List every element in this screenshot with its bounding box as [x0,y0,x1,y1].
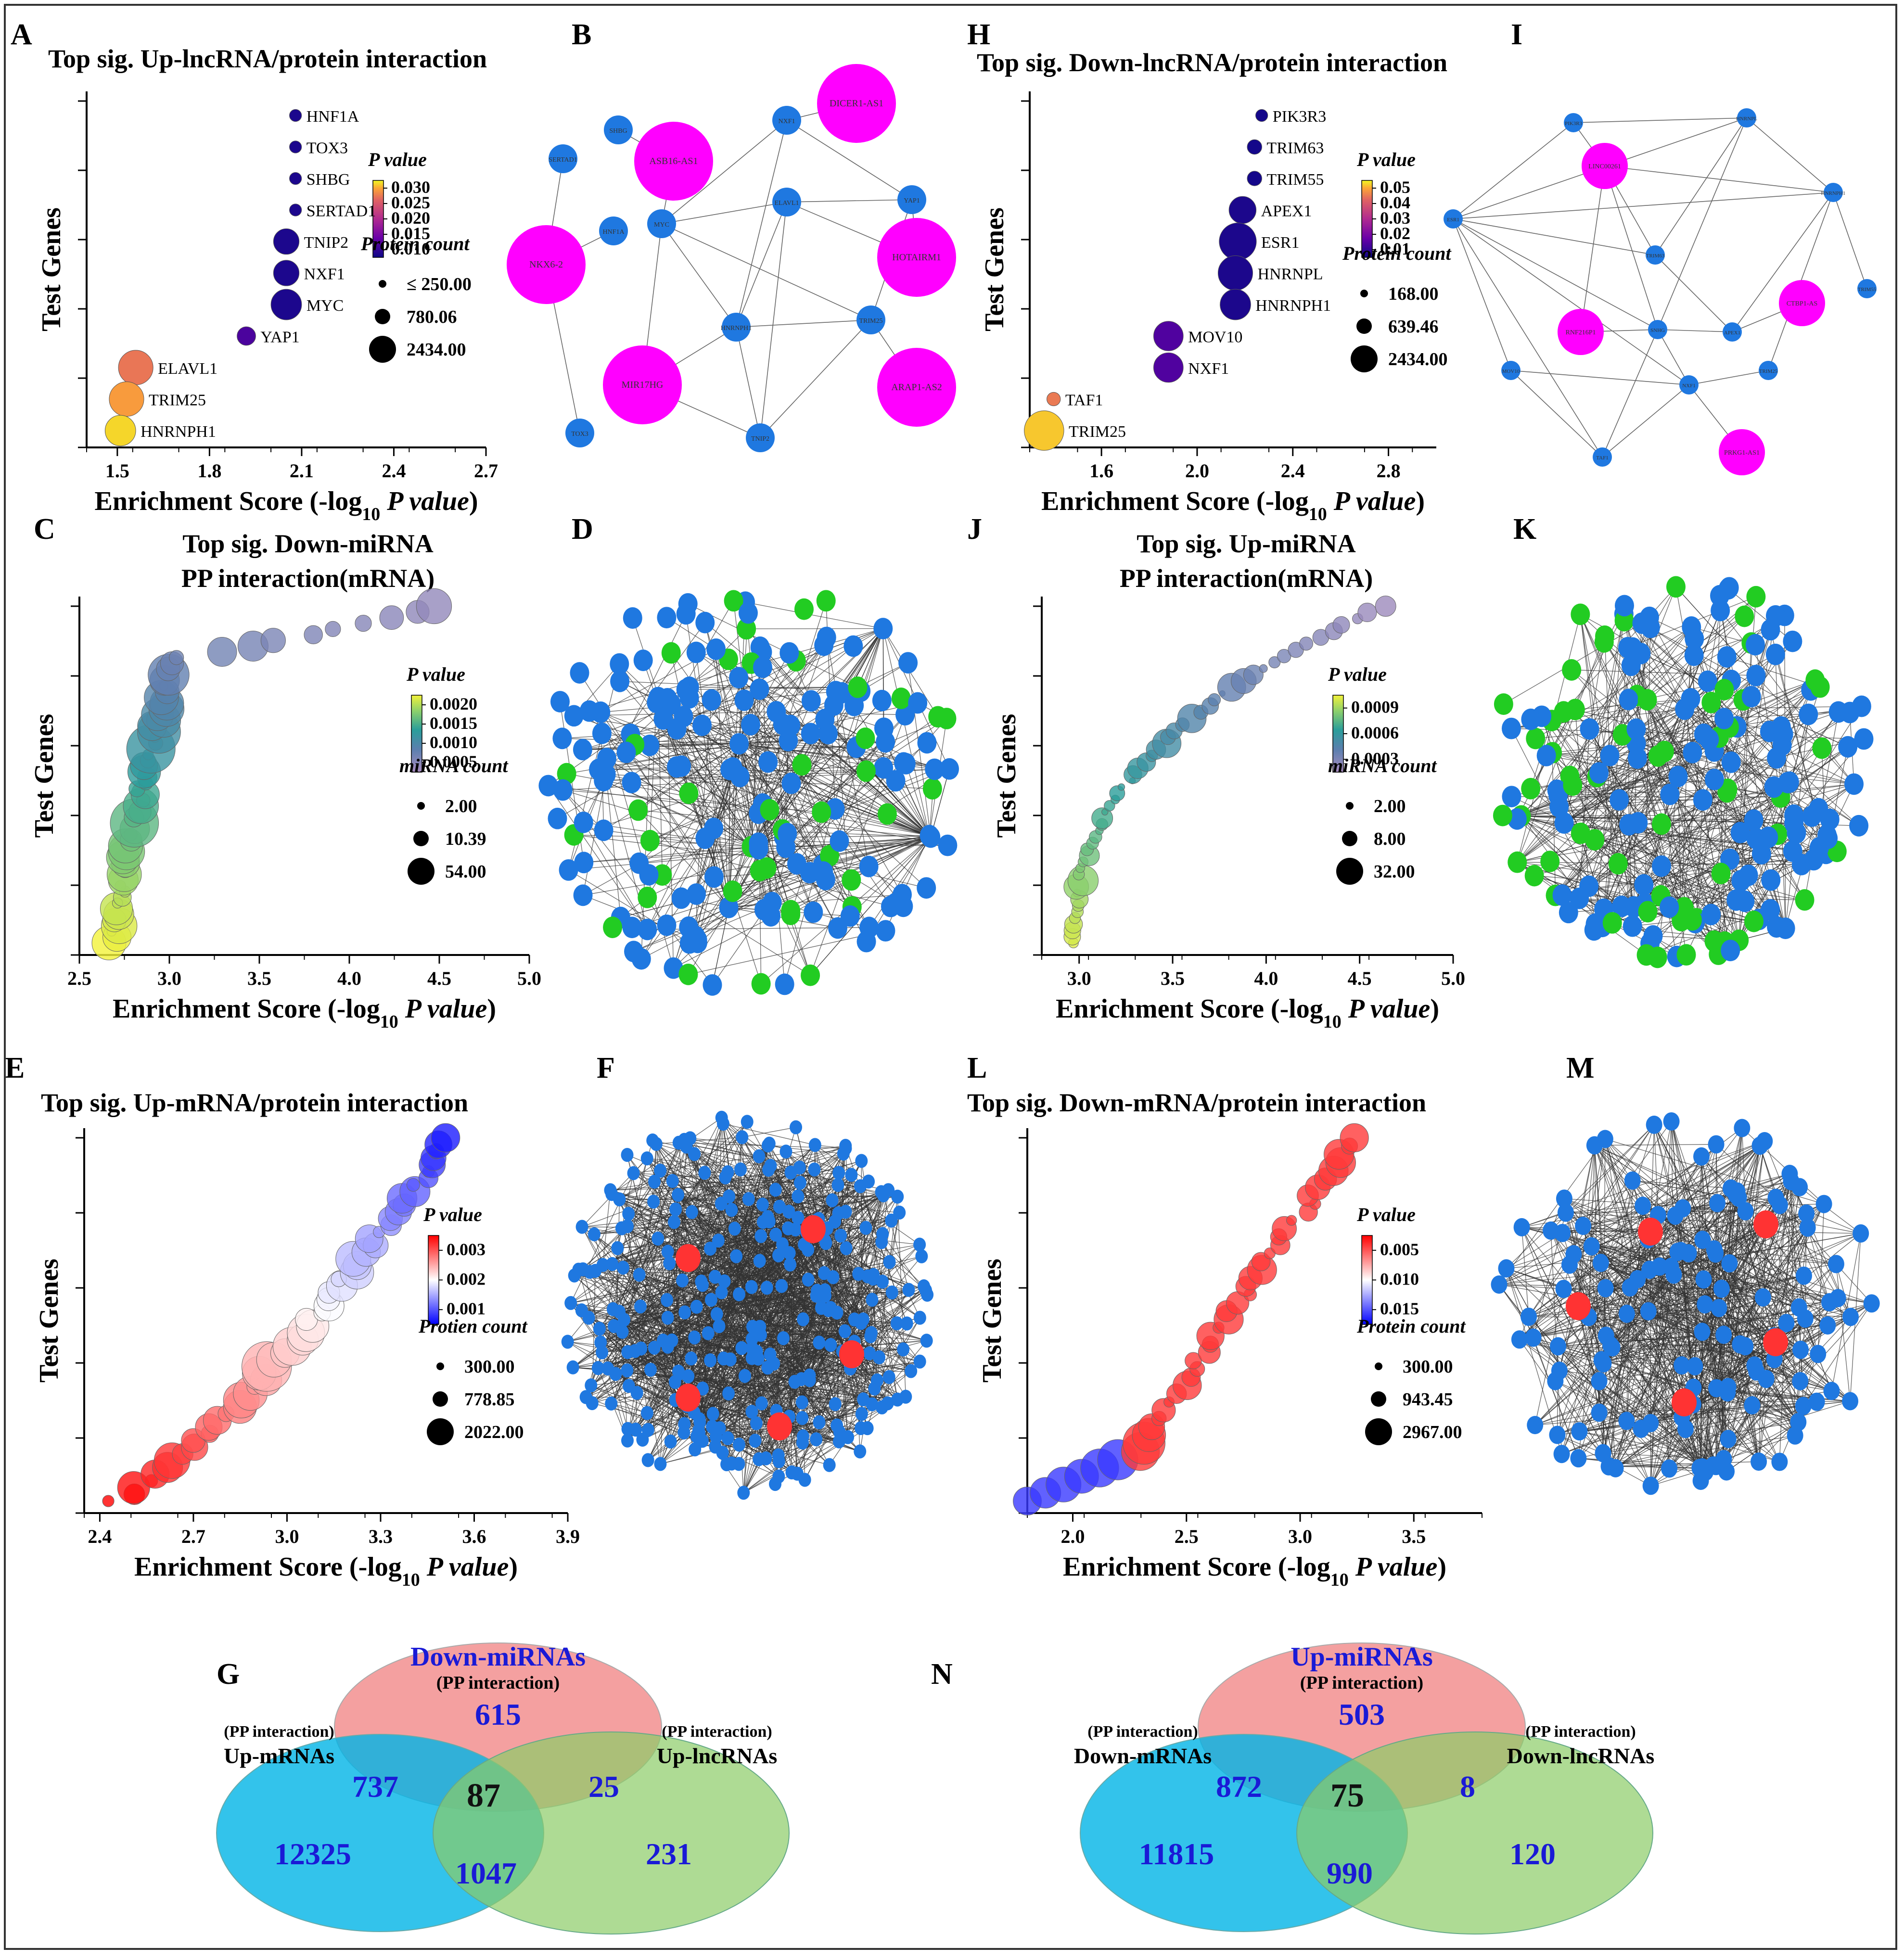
figure-border [4,4,1897,1950]
